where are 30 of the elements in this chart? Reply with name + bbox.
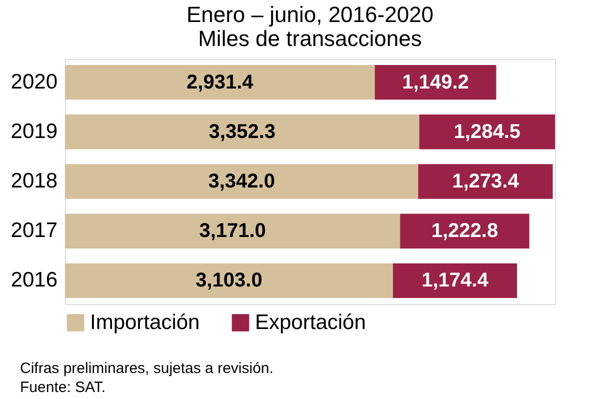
data-label: 3,342.0 (208, 170, 275, 192)
y-tick-label: 2016 (10, 268, 58, 292)
data-label: 3,103.0 (196, 270, 262, 292)
bar (65, 263, 393, 298)
bar (65, 64, 375, 100)
chart-subtitle: Miles de transacciones (198, 26, 422, 51)
data-label: 1,273.4 (452, 170, 520, 192)
y-tick-label: 2020 (10, 70, 58, 94)
bar (419, 114, 555, 150)
data-label: 1,222.8 (431, 220, 498, 242)
bar (65, 114, 420, 150)
data-label: 1,284.5 (454, 120, 520, 143)
data-label: 1,149.2 (402, 71, 469, 94)
bar (400, 214, 530, 248)
source-note: Fuente: SAT. (20, 379, 106, 396)
data-label: 2,931.4 (186, 71, 254, 94)
y-tick-label: 2018 (10, 170, 58, 192)
bar (392, 263, 518, 298)
data-label: 3,171.0 (199, 220, 266, 242)
y-tick-label: 2017 (10, 219, 58, 242)
y-tick-label: 2019 (10, 120, 58, 143)
legend-label: Exportación (255, 310, 366, 334)
legend-label: Importación (90, 310, 200, 334)
bar (65, 164, 418, 199)
chart-title: Enero – junio, 2016-2020 (186, 2, 434, 27)
data-label: 1,174.4 (422, 270, 490, 292)
bar (65, 214, 400, 248)
text: Cifras preliminares, sujetas a revisión. (20, 360, 274, 377)
bar (418, 164, 553, 199)
data-label: 3,352.3 (208, 120, 276, 143)
